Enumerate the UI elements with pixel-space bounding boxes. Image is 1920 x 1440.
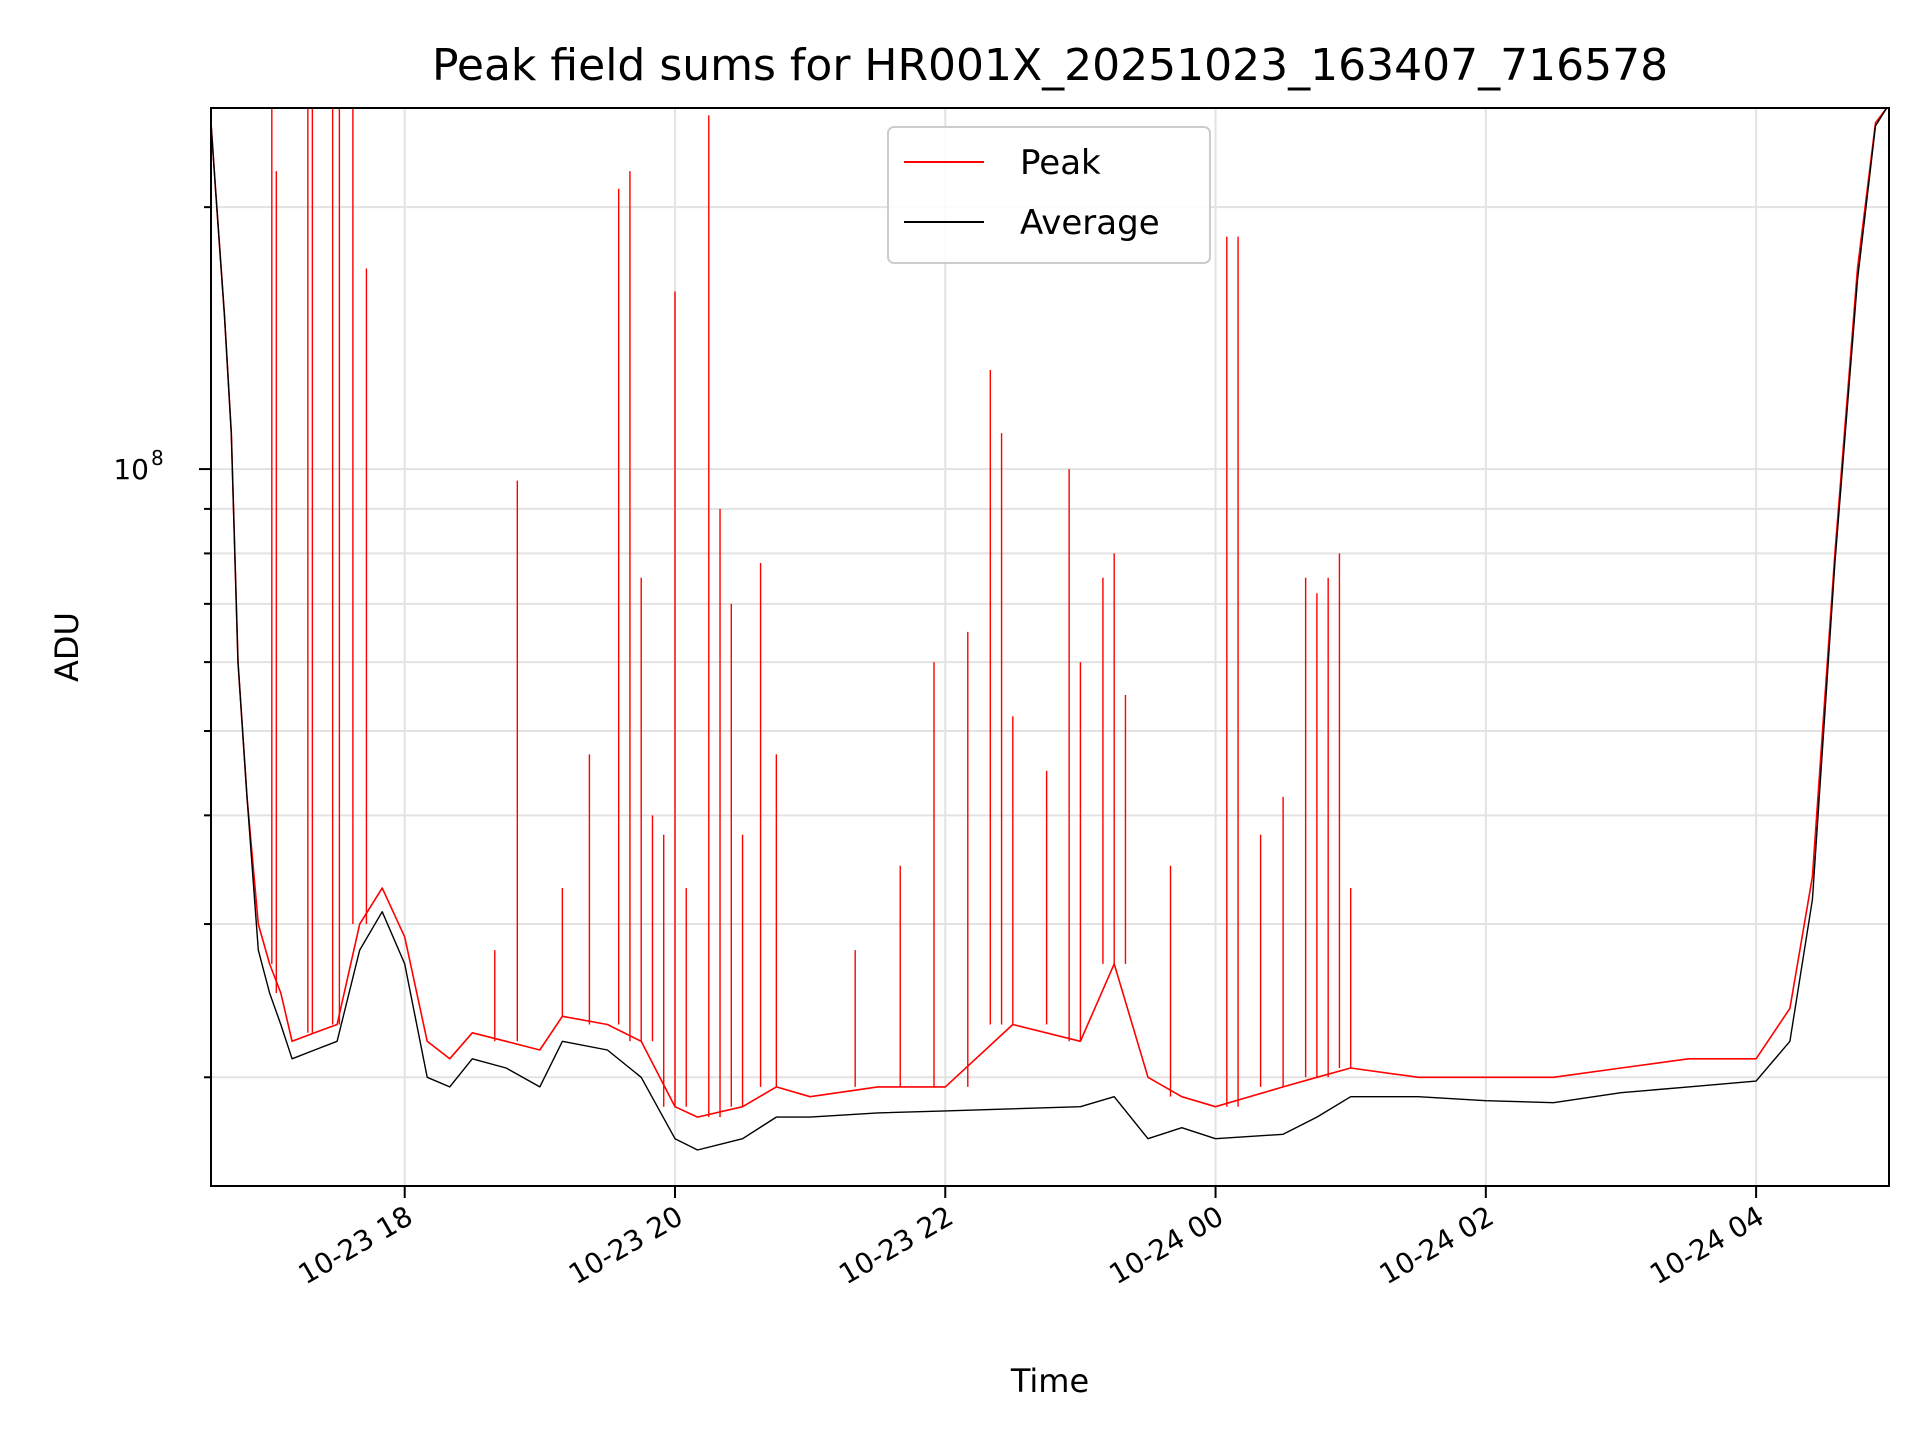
plot-frame bbox=[210, 107, 1890, 1187]
legend-average-label: Average bbox=[1020, 203, 1160, 243]
y-axis-ticks: 10 8 bbox=[113, 206, 211, 1079]
x-axis-label: Time bbox=[1010, 1362, 1089, 1400]
y-axis-label: ADU bbox=[48, 612, 86, 682]
x-tick-label: 10-24 02 bbox=[1374, 1199, 1500, 1291]
x-tick-label: 10-23 20 bbox=[563, 1199, 689, 1291]
y-tick-label: 10 bbox=[113, 453, 149, 486]
x-tick-label: 10-24 04 bbox=[1644, 1199, 1770, 1291]
x-tick-label: 10-23 22 bbox=[833, 1199, 959, 1291]
series-line-average bbox=[211, 108, 1888, 1151]
x-tick-label: 10-23 18 bbox=[293, 1199, 419, 1291]
x-tick-label: 10-24 00 bbox=[1104, 1199, 1230, 1291]
chart-title: Peak field sums for HR001X_20251023_1634… bbox=[432, 40, 1668, 91]
grid bbox=[211, 108, 1889, 1186]
series-layer bbox=[211, 108, 1888, 1151]
y-tick-exponent: 8 bbox=[151, 446, 164, 470]
legend-peak-label: Peak bbox=[1020, 143, 1101, 183]
legend: Peak Average bbox=[887, 126, 1211, 264]
x-axis-ticks: 10-23 18 10-23 20 10-23 22 10-24 00 10-24 02… bbox=[293, 1186, 1770, 1291]
